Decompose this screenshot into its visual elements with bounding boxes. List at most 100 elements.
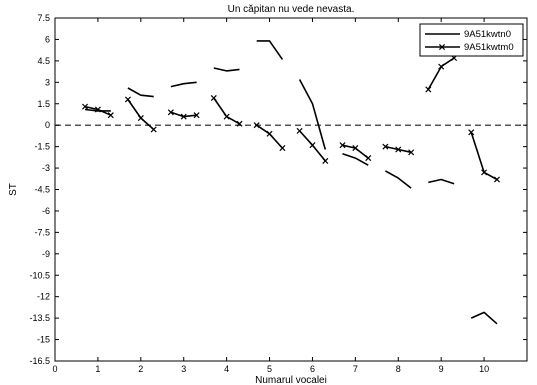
series-segment: [84, 108, 111, 112]
y-tick-label: -3: [42, 163, 50, 173]
legend-entry: 9A51kwtn0: [425, 29, 511, 40]
x-marker-stroke: [425, 86, 432, 93]
x-tick-label: 4: [224, 364, 229, 374]
x-marker-stroke: [180, 113, 187, 120]
data-point: [481, 169, 488, 176]
y-tick-label: 6: [45, 34, 50, 44]
chart-title: Un căpitan nu vede nevasta.: [228, 4, 355, 15]
x-marker-stroke: [266, 130, 273, 137]
x-tick-label: 2: [138, 364, 143, 374]
legend-label: 9A51kwtm0: [464, 42, 514, 53]
x-marker-stroke: [94, 106, 101, 113]
y-tick-label: 3: [45, 77, 50, 87]
data-point: [438, 63, 445, 70]
x-marker-stroke: [309, 142, 316, 149]
data-point: [493, 176, 500, 183]
y-tick-label: 0: [45, 120, 50, 130]
x-marker-stroke: [438, 63, 445, 70]
x-marker-stroke: [210, 95, 217, 102]
series-segment: [385, 170, 412, 189]
x-marker-stroke: [296, 127, 303, 134]
plot-frame: [54, 17, 528, 362]
x-marker-stroke: [253, 122, 260, 129]
series-segment: [342, 153, 369, 166]
x-marker-stroke: [82, 103, 89, 110]
data-point: [210, 95, 217, 102]
data-point: [223, 113, 230, 120]
x-tick-label: 9: [439, 364, 444, 374]
x-tick-label: 1: [95, 364, 100, 374]
x-marker-stroke: [193, 112, 200, 119]
y-tick-label: -1.5: [34, 142, 50, 152]
x-axis-title: Numarul vocalei: [255, 375, 327, 385]
data-point: [296, 127, 303, 134]
x-marker-stroke: [150, 126, 157, 133]
y-tick-label: 7.5: [37, 13, 50, 23]
y-tick-label: -13.5: [29, 313, 50, 323]
data-point: [339, 142, 346, 149]
data-point: [309, 142, 316, 149]
y-axis-title: ST: [8, 183, 19, 196]
data-point: [382, 143, 389, 150]
series-2: [82, 54, 500, 183]
y-tick-label: -12: [37, 292, 50, 302]
data-point: [279, 145, 286, 152]
data-point: [253, 122, 260, 129]
x-marker-stroke: [236, 120, 243, 127]
y-tick-label: -7.5: [34, 227, 50, 237]
y-tick-label: -9: [42, 249, 50, 259]
x-marker-stroke: [408, 149, 415, 156]
x-marker-stroke: [124, 96, 131, 103]
x-tick-label: 6: [310, 364, 315, 374]
x-tick-label: 3: [181, 364, 186, 374]
series-segment: [256, 40, 284, 60]
x-marker-stroke: [395, 146, 402, 153]
x-tick-label: 0: [52, 364, 57, 374]
x-tick-label: 7: [353, 364, 358, 374]
x-marker-stroke: [481, 169, 488, 176]
legend-entry: 9A51kwtm0: [425, 42, 514, 53]
data-point: [352, 145, 359, 152]
data-point: [180, 113, 187, 120]
data-point: [425, 86, 432, 93]
x-marker-stroke: [279, 145, 286, 152]
data-point: [137, 115, 144, 122]
data-point: [94, 106, 101, 113]
data-point: [236, 120, 243, 127]
x-marker-stroke: [365, 155, 372, 162]
y-tick-label: -10.5: [29, 270, 50, 280]
ticks-layer: [54, 17, 527, 362]
data-point: [193, 112, 200, 119]
y-tick-label: -15: [37, 335, 50, 345]
y-tick-label: 4.5: [37, 56, 50, 66]
x-marker-stroke: [107, 112, 114, 119]
series-segment: [428, 178, 455, 185]
x-tick-label: 5: [267, 364, 272, 374]
legend-box: [419, 23, 524, 57]
data-point: [150, 126, 157, 133]
y-tick-label: -4.5: [34, 185, 50, 195]
series-segment: [298, 79, 327, 150]
legend: 9A51kwtn0 9A51kwtm0: [419, 23, 524, 57]
legend-marker: [438, 43, 446, 51]
x-tick-label: 10: [479, 364, 489, 374]
series-segment: [127, 87, 154, 98]
y-tick-label: -6: [42, 206, 50, 216]
x-marker-stroke: [352, 145, 359, 152]
x-marker-stroke: [167, 109, 174, 116]
data-point: [82, 103, 89, 110]
data-point: [266, 130, 273, 137]
x-marker-stroke: [339, 142, 346, 149]
data-point: [167, 109, 174, 116]
tick-labels-layer: 0 1 2 3 4 5 6 7 8 9 10 7.5 6 4.5 3 1.5 0 -1.5 -3 -4.5 -6 -7.5…: [29, 13, 489, 374]
x-marker-stroke: [322, 157, 329, 164]
x-marker-stroke: [137, 115, 144, 122]
series-segment: [170, 81, 197, 88]
series-layer: [82, 40, 500, 325]
y-tick-label: 1.5: [37, 99, 50, 109]
data-point: [322, 157, 329, 164]
x-tick-label: 8: [396, 364, 401, 374]
legend-label: 9A51kwtn0: [464, 29, 511, 40]
x-marker-stroke: [223, 113, 230, 120]
